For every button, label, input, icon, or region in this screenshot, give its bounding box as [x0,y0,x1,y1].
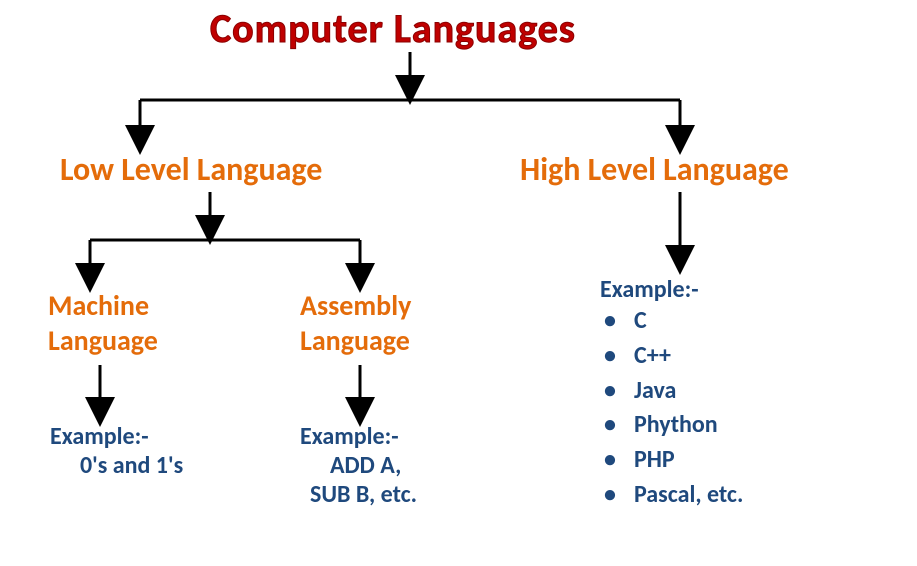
machine-line1: Machine [48,288,149,323]
example-high-level-list: C C++ Java Phython PHP Pascal, etc. [600,304,743,513]
assembly-line1: Assembly [300,288,411,323]
example-assembly-line1: ADD A, [300,451,417,480]
example-machine-body: 0's and 1's [50,451,183,480]
example-assembly-line2: SUB B, etc. [300,480,417,509]
node-low-level: Low Level Language [60,150,322,189]
machine-line2: Language [48,323,158,358]
node-high-level: High Level Language [520,150,789,189]
list-item: Phython [600,408,743,443]
example-assembly: Example:- ADD A, SUB B, etc. [300,422,417,509]
list-item: PHP [600,443,743,478]
assembly-line2: Language [300,323,410,358]
example-machine: Example:- 0's and 1's [50,422,183,480]
example-label: Example:- [50,422,183,451]
tree-connectors [0,0,917,566]
list-item: C++ [600,339,743,374]
list-item: C [600,304,743,339]
example-high-level: Example:- C C++ Java Phython PHP Pascal,… [600,275,743,513]
diagram-title: Computer Languages [210,4,576,53]
example-label: Example:- [600,275,743,304]
example-label: Example:- [300,422,417,451]
list-item: Java [600,374,743,409]
node-machine-language: Machine Language [48,288,158,358]
list-item: Pascal, etc. [600,478,743,513]
node-assembly-language: Assembly Language [300,288,411,358]
